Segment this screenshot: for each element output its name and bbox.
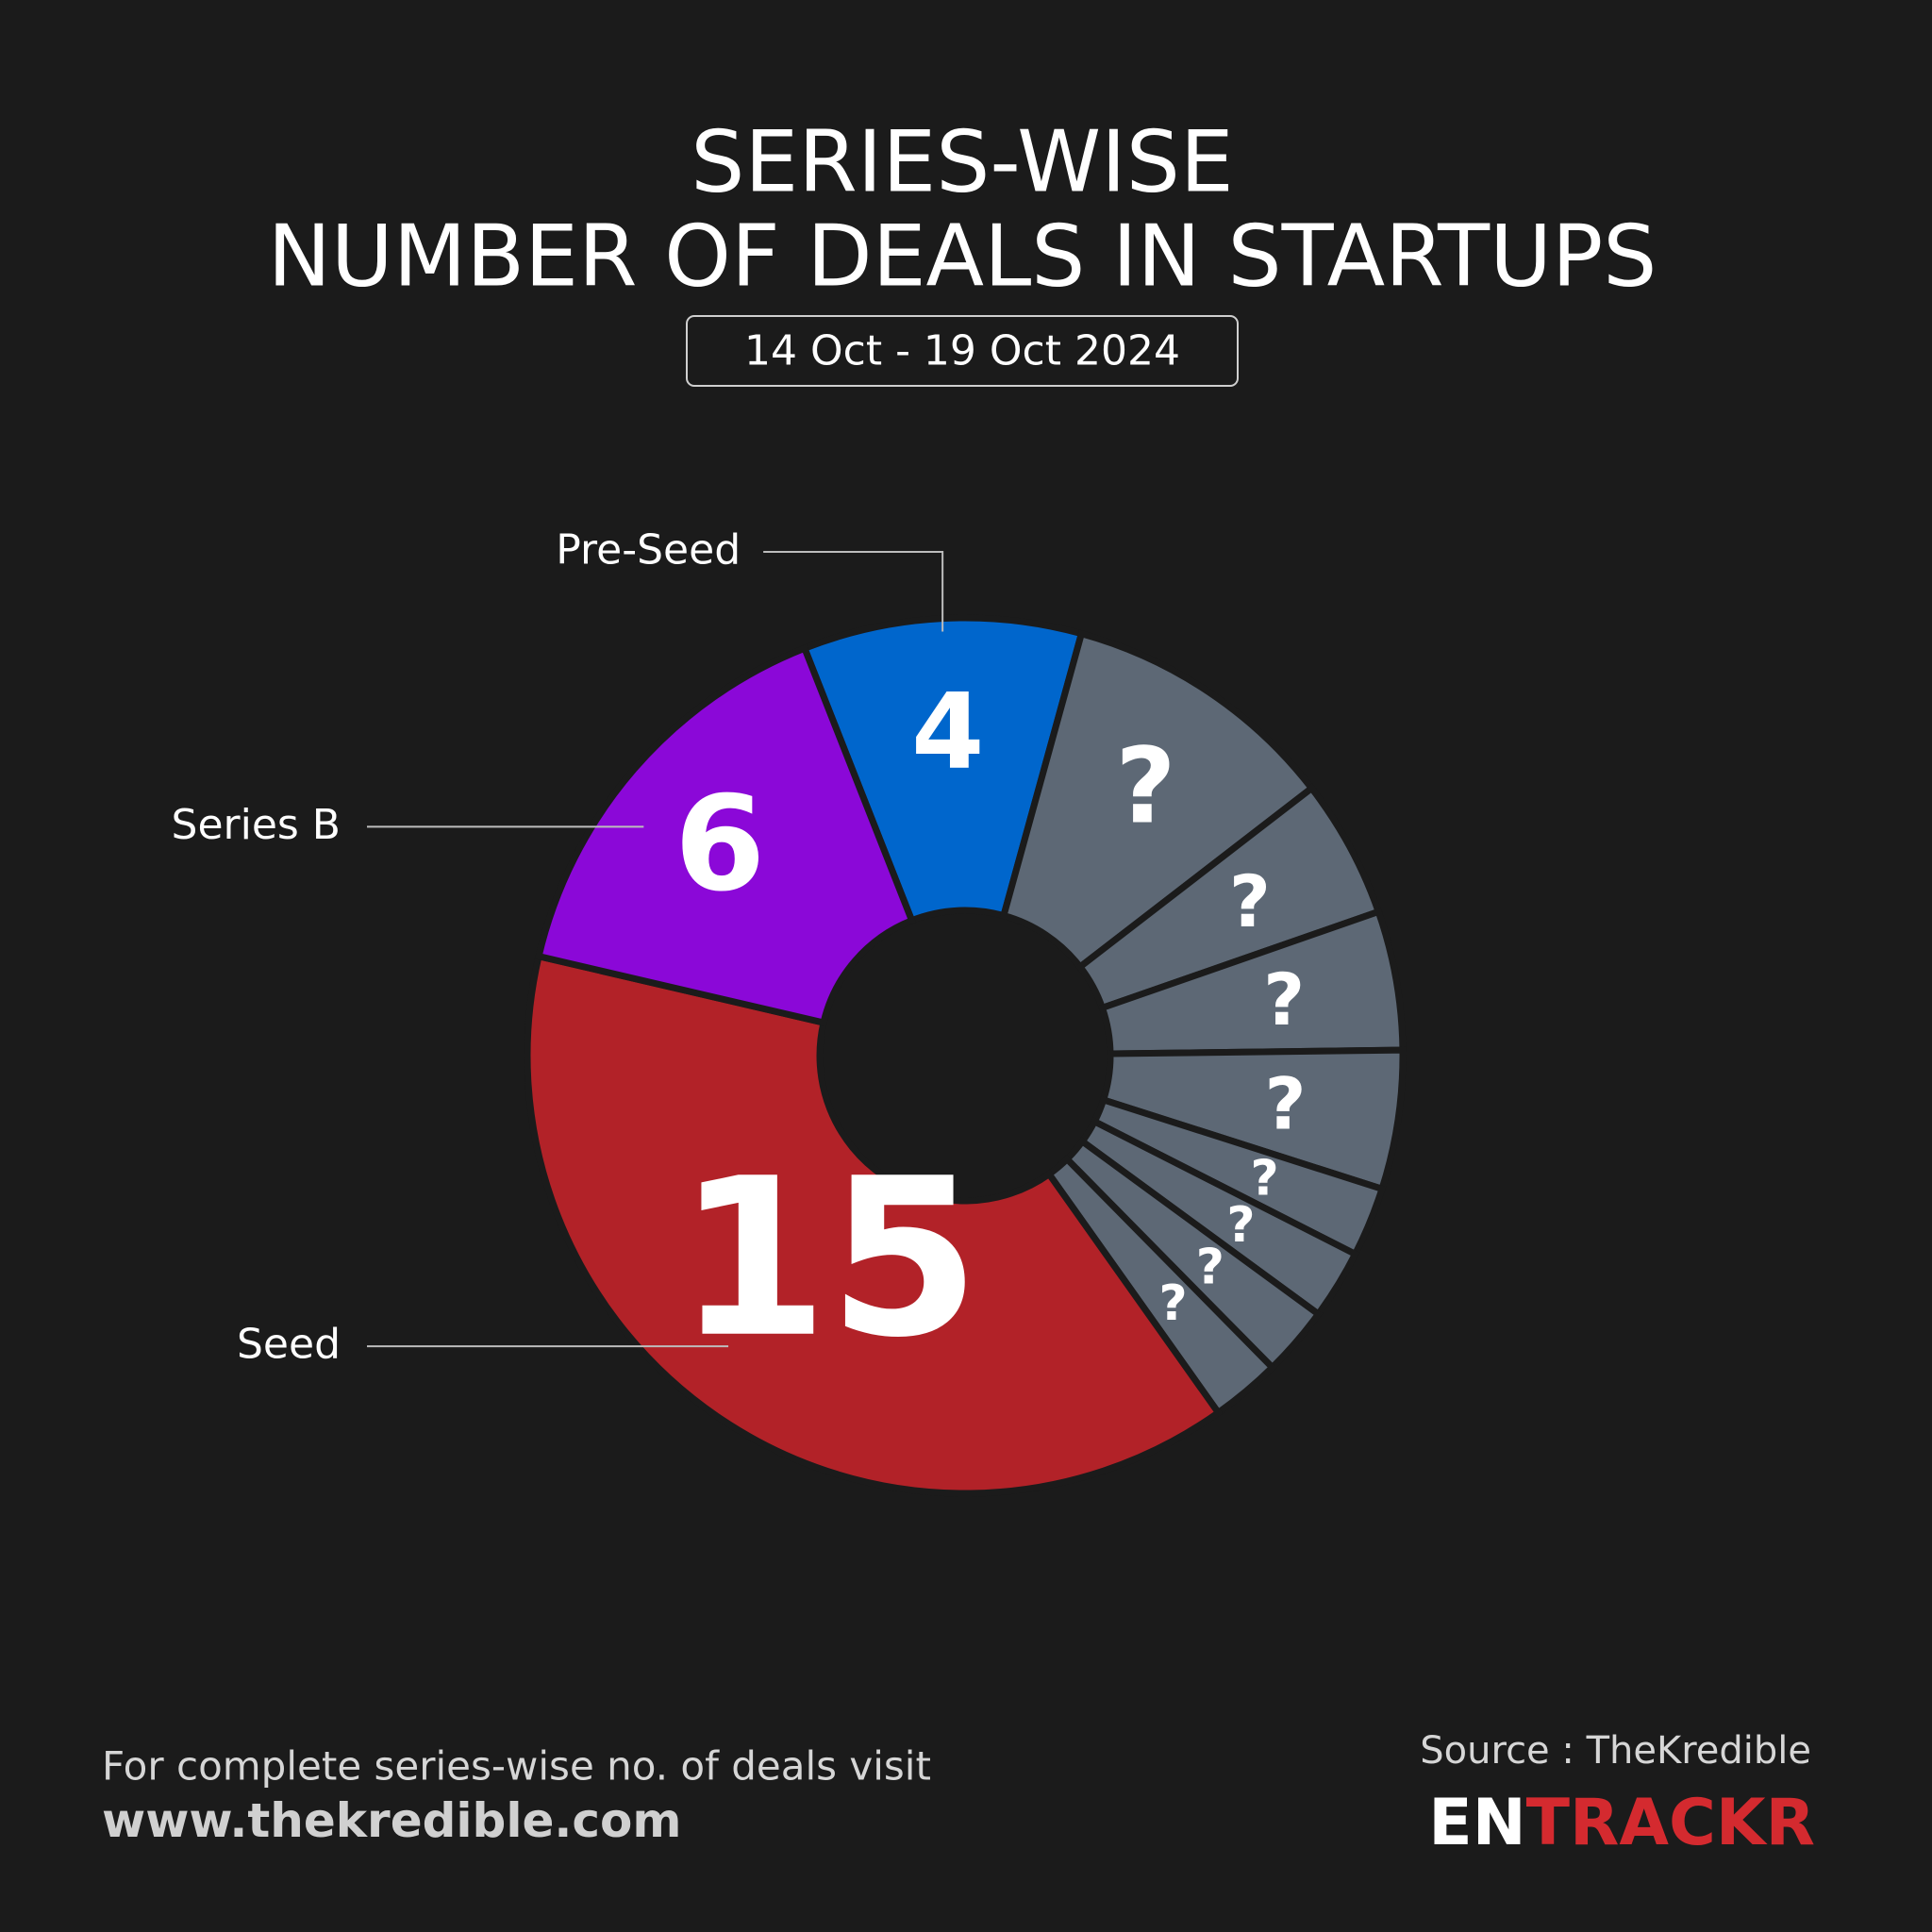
- value-label: ?: [1115, 725, 1175, 847]
- value-label: 15: [676, 1133, 979, 1386]
- category-label: Pre-Seed: [556, 526, 741, 575]
- value-label: 6: [675, 768, 766, 921]
- donut-slice: [800, 614, 1086, 925]
- value-label: ?: [1250, 1151, 1278, 1208]
- category-label: Seed: [237, 1321, 341, 1369]
- footer-note: For complete series-wise no. of deals vi…: [102, 1743, 931, 1790]
- value-label: ?: [1158, 1275, 1187, 1332]
- logo-part: TRACKR: [1526, 1786, 1815, 1860]
- value-label: 4: [911, 672, 984, 793]
- date-range: 14 Oct - 19 Oct 2024: [744, 327, 1180, 375]
- source: Source : TheKredible: [1420, 1729, 1811, 1773]
- leader-line: [763, 551, 944, 632]
- donut-slice: [999, 629, 1317, 972]
- date-box: [686, 315, 1239, 387]
- value-label: ?: [1226, 1197, 1255, 1254]
- value-label: ?: [1263, 958, 1305, 1041]
- value-label: ?: [1196, 1239, 1224, 1295]
- value-label: ?: [1229, 859, 1271, 943]
- donut-slice: [534, 643, 917, 1027]
- donut-slice: [524, 952, 1224, 1497]
- title-line: SERIES-WISE: [691, 113, 1233, 212]
- logo: ENTRACKR: [1428, 1786, 1815, 1860]
- value-label: ?: [1265, 1061, 1307, 1145]
- category-label: Series B: [172, 801, 341, 849]
- title-line: NUMBER OF DEALS IN STARTUPS: [268, 208, 1657, 307]
- donut-chart: 4 Pre-Seed???????? 15 Seed 6 Series B: [172, 526, 1407, 1497]
- logo-part: EN: [1428, 1786, 1525, 1860]
- footer-url: www.thekredible.com: [102, 1793, 681, 1848]
